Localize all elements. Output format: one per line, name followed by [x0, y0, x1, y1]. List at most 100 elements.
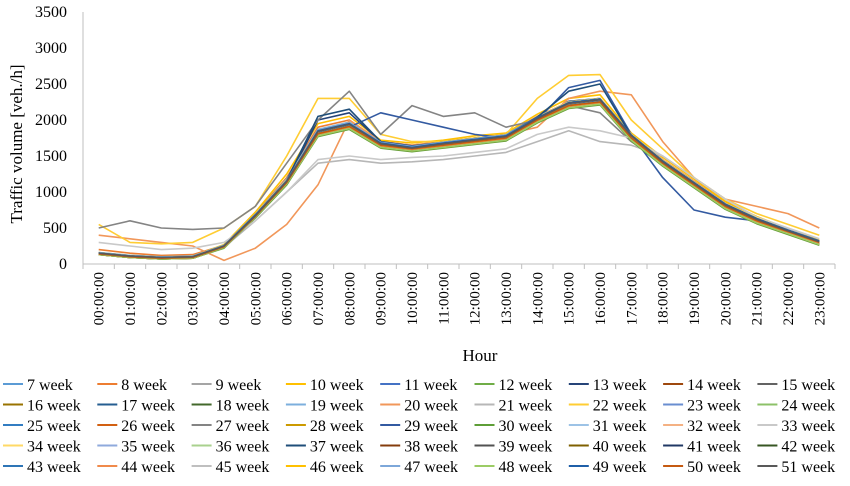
legend-item: 36 week	[191, 439, 269, 456]
axes: 0 500 1000 1500 2000 2500 3000 3500 00:00:00 01:0…	[35, 4, 836, 325]
legend-item: 26 week	[97, 418, 175, 435]
legend-label: 39 week	[499, 439, 553, 456]
legend-label: 15 week	[781, 377, 835, 394]
series-line-33-week	[98, 126, 820, 251]
x-tick-label: 13:00:00	[499, 272, 515, 325]
x-tick-label: 08:00:00	[342, 272, 358, 325]
x-tick-label: 22:00:00	[781, 272, 797, 325]
legend-label: 37 week	[310, 439, 364, 456]
x-axis-label: Hour	[463, 346, 498, 365]
legend-item: 31 week	[568, 418, 647, 435]
series-line-39-week	[98, 98, 820, 259]
legend-label: 41 week	[687, 439, 741, 456]
legend-label: 49 week	[593, 459, 647, 476]
legend-item: 37 week	[285, 439, 364, 456]
series-line-50-week	[98, 101, 820, 260]
series-line-22-week	[98, 73, 820, 245]
legend-item: 10 week	[285, 377, 364, 394]
legend-item: 46 week	[285, 459, 364, 476]
legend-label: 38 week	[404, 439, 458, 456]
legend-label: 17 week	[121, 398, 175, 415]
legend-item: 11 week	[380, 377, 457, 394]
y-tick-label: 3000	[35, 40, 67, 57]
x-tick-label: 03:00:00	[186, 272, 202, 325]
x-tick-label: 17:00:00	[624, 272, 640, 325]
series-line-51-week	[98, 99, 820, 259]
legend-item: 25 week	[3, 418, 81, 435]
series-line-29-week	[98, 79, 820, 260]
legend-label: 44 week	[121, 459, 175, 476]
legend-item: 34 week	[3, 439, 81, 456]
series-line-25-week	[98, 98, 820, 260]
x-tick-label: 14:00:00	[530, 272, 546, 325]
legend-item: 21 week	[474, 398, 553, 415]
legend-label: 26 week	[121, 418, 175, 435]
series-line-7-week	[98, 101, 820, 260]
legend-item: 20 week	[380, 398, 458, 415]
x-tick-label: 10:00:00	[405, 272, 421, 325]
series-lines	[98, 73, 820, 262]
legend-item: 30 week	[474, 418, 552, 435]
y-tick-label: 3500	[35, 4, 67, 21]
legend-label: 21 week	[499, 398, 553, 415]
legend-label: 43 week	[27, 459, 81, 476]
legend-item: 32 week	[663, 418, 741, 435]
legend-label: 7 week	[27, 377, 73, 394]
series-line-14-week	[98, 102, 820, 260]
series-line-23-week	[98, 99, 820, 259]
legend-label: 33 week	[781, 418, 835, 435]
legend-item: 19 week	[285, 398, 364, 415]
legend-item: 45 week	[191, 459, 270, 476]
legend-label: 29 week	[404, 418, 458, 435]
legend-item: 9 week	[191, 377, 261, 394]
series-line-38-week	[98, 101, 820, 260]
series-line-43-week	[98, 99, 820, 260]
legend-label: 8 week	[121, 377, 167, 394]
legend-item: 33 week	[757, 418, 835, 435]
legend-item: 49 week	[568, 459, 647, 476]
y-axis-label: Traffic volume [veh./h]	[7, 64, 26, 223]
legend-label: 18 week	[216, 398, 270, 415]
legend-label: 20 week	[404, 398, 458, 415]
x-tick-label: 09:00:00	[374, 272, 390, 325]
series-line-42-week	[98, 101, 820, 260]
legend-item: 8 week	[97, 377, 167, 394]
legend-label: 28 week	[310, 418, 364, 435]
series-line-20-week	[98, 90, 820, 262]
series-line-9-week	[98, 99, 820, 259]
legend-label: 47 week	[404, 459, 458, 476]
legend-item: 41 week	[663, 439, 741, 456]
legend-item: 48 week	[474, 459, 552, 476]
series-line-32-week	[98, 101, 820, 260]
x-tick-label: 07:00:00	[311, 272, 327, 325]
legend-label: 19 week	[310, 398, 364, 415]
legend-item: 39 week	[474, 439, 553, 456]
legend-item: 28 week	[285, 418, 364, 435]
legend-item: 14 week	[663, 377, 741, 394]
legend-item: 42 week	[757, 439, 835, 456]
x-tick-label: 04:00:00	[217, 272, 233, 325]
series-line-15-week	[98, 98, 820, 259]
series-line-19-week	[98, 97, 820, 258]
legend-label: 45 week	[216, 459, 270, 476]
series-line-47-week	[98, 98, 820, 260]
series-line-36-week	[98, 99, 820, 259]
legend: 7 week 8 week 9 week 10 week 11 week 12 week 1…	[3, 377, 835, 476]
series-line-34-week	[98, 97, 820, 259]
legend-item: 22 week	[568, 398, 647, 415]
legend-item: 24 week	[757, 398, 835, 415]
series-line-13-week	[98, 97, 820, 260]
series-line-45-week	[98, 99, 820, 259]
y-tick-label: 2500	[35, 76, 67, 93]
legend-label: 25 week	[27, 418, 81, 435]
legend-label: 23 week	[687, 398, 741, 415]
legend-item: 47 week	[380, 459, 458, 476]
series-line-11-week	[98, 100, 820, 260]
x-tick-label: 02:00:00	[154, 272, 170, 325]
y-tick-label: 1000	[35, 184, 67, 201]
legend-item: 18 week	[191, 398, 270, 415]
x-tick-label: 20:00:00	[718, 272, 734, 325]
legend-item: 43 week	[3, 459, 81, 476]
legend-label: 12 week	[499, 377, 553, 394]
legend-label: 11 week	[404, 377, 457, 394]
